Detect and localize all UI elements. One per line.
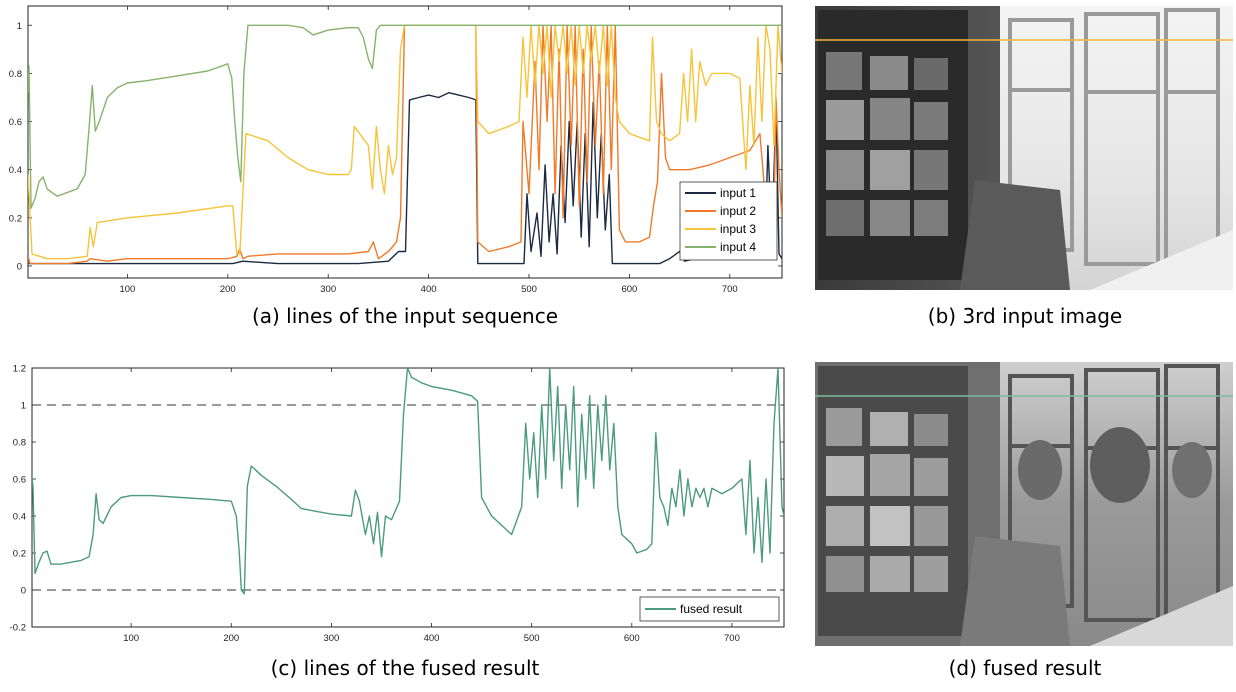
chart-a-ytick-label: 0.2 — [9, 213, 22, 224]
chart-a-xtick-label: 600 — [621, 284, 637, 295]
chart-c-plot-area — [31, 367, 785, 628]
chart-a-ytick-label: 0.8 — [9, 69, 22, 80]
chart-c-xtick-label: 100 — [123, 633, 139, 644]
chart-c-xtick-label: 600 — [624, 633, 640, 644]
photo-b-table — [1090, 230, 1233, 290]
caption-c: (c) lines of the fused result — [270, 656, 540, 680]
chart-c-series-layer — [32, 368, 784, 595]
chart-a-legend: input 1 input 2 input 3 input 4 — [679, 181, 778, 261]
chart-c-xtick-label: 200 — [223, 633, 239, 644]
photo-b-bookshelf — [818, 10, 968, 280]
chart-c: 100 200 300 400 500 600 700 -0.2 0 0.2 0.4 0.6 0.8 1 1… — [10, 364, 785, 644]
chart-c-ytick-label: 0.6 — [13, 475, 26, 486]
fused-result-image — [815, 362, 1233, 646]
caption-a: (a) lines of the input sequence — [251, 304, 559, 328]
legend-label-input-1: input 1 — [720, 186, 756, 200]
series-line-input-3 — [28, 24, 782, 260]
chart-a-xtick-label: 200 — [220, 284, 236, 295]
chart-a: 100 200 300 400 500 600 700 0 0.2 0.4 0.6 0.8 1 inpu… — [9, 5, 783, 295]
chart-c-xtick-label: 300 — [323, 633, 339, 644]
chart-a-ytick-label: 0 — [17, 261, 22, 272]
chart-c-ytick-label: 0 — [21, 586, 26, 597]
photo-d-bookshelf — [818, 366, 968, 636]
chart-c-ytick-label: 0.4 — [13, 512, 26, 523]
chart-a-xtick-label: 400 — [421, 284, 437, 295]
chart-c-ytick-label: 1 — [21, 401, 26, 412]
legend-label-input-2: input 2 — [720, 204, 756, 218]
legend-label-fused-result: fused result — [680, 602, 743, 616]
chart-a-xtick-label: 300 — [320, 284, 336, 295]
photo-d-foliage — [1018, 427, 1212, 503]
caption-b: (b) 3rd input image — [927, 304, 1123, 328]
photo-d-chair — [960, 536, 1070, 646]
chart-c-ytick-label: -0.2 — [10, 623, 26, 634]
chart-c-xtick-label: 500 — [524, 633, 540, 644]
chart-c-ytick-label: 1.2 — [13, 364, 26, 375]
chart-a-ytick-label: 1 — [17, 21, 22, 32]
legend-label-input-3: input 3 — [720, 222, 756, 236]
chart-c-xtick-label: 400 — [424, 633, 440, 644]
chart-c-ticks: 100 200 300 400 500 600 700 -0.2 0 0.2 0.4 0.6 0.8 1 1… — [10, 364, 784, 644]
chart-c-xtick-label: 700 — [724, 633, 740, 644]
chart-a-ytick-label: 0.4 — [9, 165, 22, 176]
chart-c-ytick-label: 0.2 — [13, 549, 26, 560]
caption-d: (d) fused result — [948, 656, 1102, 680]
chart-c-legend: fused result — [639, 596, 780, 622]
input-image-3 — [815, 6, 1233, 290]
chart-c-reference-lines — [32, 404, 784, 591]
chart-a-plot-area — [27, 5, 783, 279]
chart-a-legend-box — [679, 181, 778, 261]
chart-a-xtick-label: 500 — [521, 284, 537, 295]
chart-a-xtick-label: 100 — [119, 284, 135, 295]
series-line-fused-result — [32, 368, 784, 595]
legend-label-input-4: input 4 — [720, 240, 756, 254]
photo-b-chair — [960, 180, 1070, 290]
photo-d-table — [1090, 586, 1233, 646]
chart-a-ytick-label: 0.6 — [9, 117, 22, 128]
chart-c-ytick-label: 0.8 — [13, 438, 26, 449]
chart-a-xtick-label: 700 — [722, 284, 738, 295]
series-line-input-4 — [28, 24, 782, 209]
